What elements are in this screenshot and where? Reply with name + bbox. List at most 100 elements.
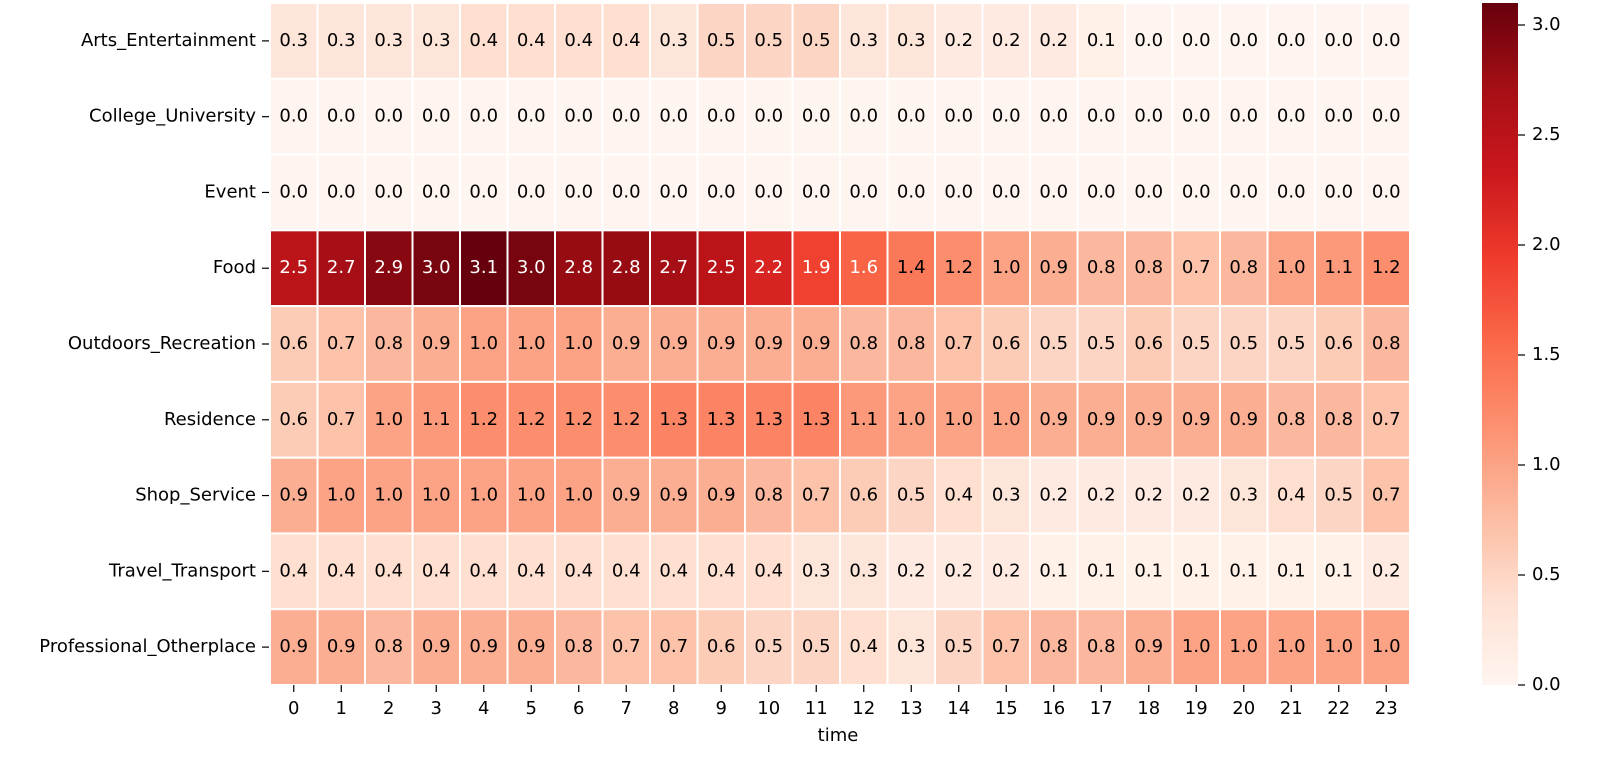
cell-label: 0.0 xyxy=(1277,181,1306,202)
heatmap-cell xyxy=(1314,380,1364,459)
x-tick-label: 13 xyxy=(900,698,923,719)
cell-label: 1.0 xyxy=(944,409,973,430)
colorbar-tick-label: 1.0 xyxy=(1532,454,1561,475)
cell-label: 0.0 xyxy=(1039,181,1068,202)
heatmap-cell xyxy=(886,153,936,232)
cell-label: 1.2 xyxy=(469,409,498,430)
cell-label: 1.0 xyxy=(517,333,546,354)
cell-label: 0.3 xyxy=(849,30,878,51)
heatmap-cell xyxy=(649,456,699,535)
heatmap-cell xyxy=(1029,532,1079,611)
cell-label: 0.0 xyxy=(517,181,546,202)
heatmap-cell xyxy=(316,2,366,80)
cell-label: 0.0 xyxy=(1324,30,1353,51)
cell-label: 0.0 xyxy=(897,106,926,127)
heatmap-cell xyxy=(1171,77,1221,156)
heatmap-cell xyxy=(934,305,984,383)
cell-label: 0.2 xyxy=(1039,485,1068,506)
heatmap-cell xyxy=(1266,305,1316,383)
cell-label: 0.0 xyxy=(1182,181,1211,202)
cell-label: 0.0 xyxy=(754,181,783,202)
cell-label: 0.5 xyxy=(754,636,783,657)
cell-label: 1.0 xyxy=(1277,636,1306,657)
colorbar-tick-label: 0.5 xyxy=(1532,564,1561,585)
heatmap-cell xyxy=(886,2,936,80)
cell-label: 1.3 xyxy=(754,409,783,430)
cell-label: 0.1 xyxy=(1229,560,1258,581)
cell-label: 1.2 xyxy=(517,409,546,430)
cell-label: 0.9 xyxy=(612,333,641,354)
heatmap-cell xyxy=(1314,532,1364,611)
cell-label: 0.0 xyxy=(1134,30,1163,51)
cell-label: 0.0 xyxy=(374,181,403,202)
cell-label: 0.7 xyxy=(1372,409,1401,430)
cell-label: 0.1 xyxy=(1324,560,1353,581)
cell-label: 0.9 xyxy=(659,485,688,506)
cell-label: 1.0 xyxy=(374,409,403,430)
heatmap-cell xyxy=(506,608,556,687)
cell-label: 3.0 xyxy=(422,257,451,278)
heatmap-cell xyxy=(1029,456,1079,535)
x-tick-label: 15 xyxy=(995,698,1018,719)
cell-label: 0.9 xyxy=(327,636,356,657)
cell-label: 0.8 xyxy=(1372,333,1401,354)
heatmap-cell xyxy=(791,77,841,156)
heatmap-cell xyxy=(981,532,1031,611)
cell-label: 0.0 xyxy=(612,181,641,202)
cell-label: 0.9 xyxy=(707,333,736,354)
cell-label: 0.0 xyxy=(1134,181,1163,202)
heatmap-cell xyxy=(1219,229,1269,308)
cell-label: 1.0 xyxy=(422,485,451,506)
cell-label: 1.0 xyxy=(992,409,1021,430)
y-tick-label: Event xyxy=(204,181,256,202)
cell-label: 0.2 xyxy=(1182,485,1211,506)
heatmap-cell xyxy=(1314,305,1364,383)
cell-label: 1.0 xyxy=(374,485,403,506)
heatmap-cell xyxy=(744,229,794,308)
cell-label: 2.2 xyxy=(754,257,783,278)
heatmap-cell xyxy=(1266,229,1316,308)
heatmap-cell xyxy=(981,153,1031,232)
cell-label: 0.9 xyxy=(279,485,308,506)
cell-label: 0.9 xyxy=(279,636,308,657)
cell-label: 1.0 xyxy=(327,485,356,506)
cell-label: 0.0 xyxy=(327,106,356,127)
heatmap-cell xyxy=(506,456,556,535)
cell-label: 0.0 xyxy=(1087,106,1116,127)
cell-label: 0.5 xyxy=(1277,333,1306,354)
cell-label: 0.6 xyxy=(707,636,736,657)
heatmap-cell xyxy=(1361,229,1411,308)
cell-label: 0.6 xyxy=(279,409,308,430)
x-tick-label: 8 xyxy=(668,698,679,719)
heatmap-cell xyxy=(364,456,414,535)
cell-label: 0.4 xyxy=(564,30,593,51)
cell-label: 0.1 xyxy=(1039,560,1068,581)
cell-label: 0.0 xyxy=(564,106,593,127)
heatmap-cell xyxy=(1124,456,1174,535)
heatmap-cell xyxy=(554,305,604,383)
cell-label: 1.0 xyxy=(1324,636,1353,657)
heatmap-cell xyxy=(269,153,319,232)
cell-label: 0.9 xyxy=(517,636,546,657)
cell-label: 0.8 xyxy=(849,333,878,354)
heatmap-cell xyxy=(459,456,509,535)
cell-label: 0.0 xyxy=(659,181,688,202)
heatmap-cell xyxy=(1029,380,1079,459)
cell-label: 0.9 xyxy=(612,485,641,506)
cell-label: 0.0 xyxy=(612,106,641,127)
cell-label: 0.5 xyxy=(802,30,831,51)
heatmap-cell xyxy=(364,532,414,611)
cell-label: 0.2 xyxy=(992,560,1021,581)
cell-label: 0.4 xyxy=(944,485,973,506)
cell-label: 0.0 xyxy=(754,106,783,127)
heatmap-cell xyxy=(554,77,604,156)
heatmap-cell xyxy=(981,305,1031,383)
cell-label: 0.6 xyxy=(1324,333,1353,354)
x-tick-label: 23 xyxy=(1375,698,1398,719)
heatmap-cell xyxy=(1219,532,1269,611)
cell-label: 0.4 xyxy=(469,30,498,51)
cell-label: 0.9 xyxy=(422,333,451,354)
cell-label: 0.3 xyxy=(992,485,1021,506)
heatmap-cell xyxy=(839,2,889,80)
heatmap-cell xyxy=(649,77,699,156)
